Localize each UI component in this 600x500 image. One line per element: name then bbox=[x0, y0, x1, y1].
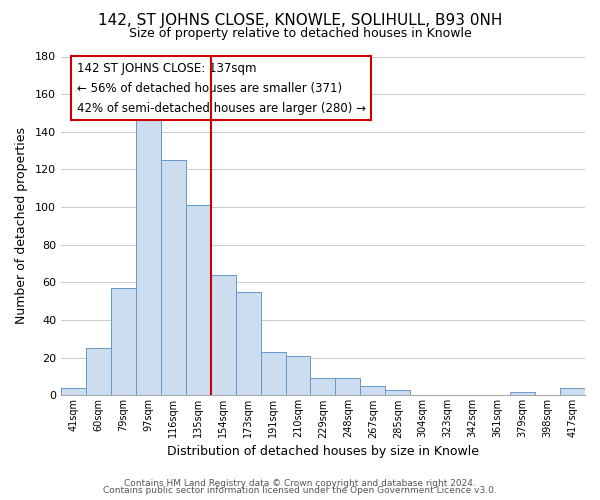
Bar bbox=[560, 388, 585, 396]
Bar bbox=[161, 160, 186, 396]
Bar bbox=[111, 288, 136, 396]
Bar bbox=[236, 292, 260, 396]
Text: Size of property relative to detached houses in Knowle: Size of property relative to detached ho… bbox=[128, 28, 472, 40]
X-axis label: Distribution of detached houses by size in Knowle: Distribution of detached houses by size … bbox=[167, 444, 479, 458]
Text: Contains HM Land Registry data © Crown copyright and database right 2024.: Contains HM Land Registry data © Crown c… bbox=[124, 478, 476, 488]
Bar bbox=[361, 386, 385, 396]
Text: Contains public sector information licensed under the Open Government Licence v3: Contains public sector information licen… bbox=[103, 486, 497, 495]
Bar bbox=[136, 116, 161, 396]
Y-axis label: Number of detached properties: Number of detached properties bbox=[15, 128, 28, 324]
Bar bbox=[86, 348, 111, 396]
Bar bbox=[286, 356, 310, 396]
Bar bbox=[335, 378, 361, 396]
Bar bbox=[260, 352, 286, 396]
Bar bbox=[510, 392, 535, 396]
Text: 142 ST JOHNS CLOSE: 137sqm
← 56% of detached houses are smaller (371)
42% of sem: 142 ST JOHNS CLOSE: 137sqm ← 56% of deta… bbox=[77, 62, 365, 114]
Bar bbox=[61, 388, 86, 396]
Text: 142, ST JOHNS CLOSE, KNOWLE, SOLIHULL, B93 0NH: 142, ST JOHNS CLOSE, KNOWLE, SOLIHULL, B… bbox=[98, 12, 502, 28]
Bar bbox=[186, 205, 211, 396]
Bar bbox=[310, 378, 335, 396]
Bar bbox=[385, 390, 410, 396]
Bar bbox=[211, 275, 236, 396]
